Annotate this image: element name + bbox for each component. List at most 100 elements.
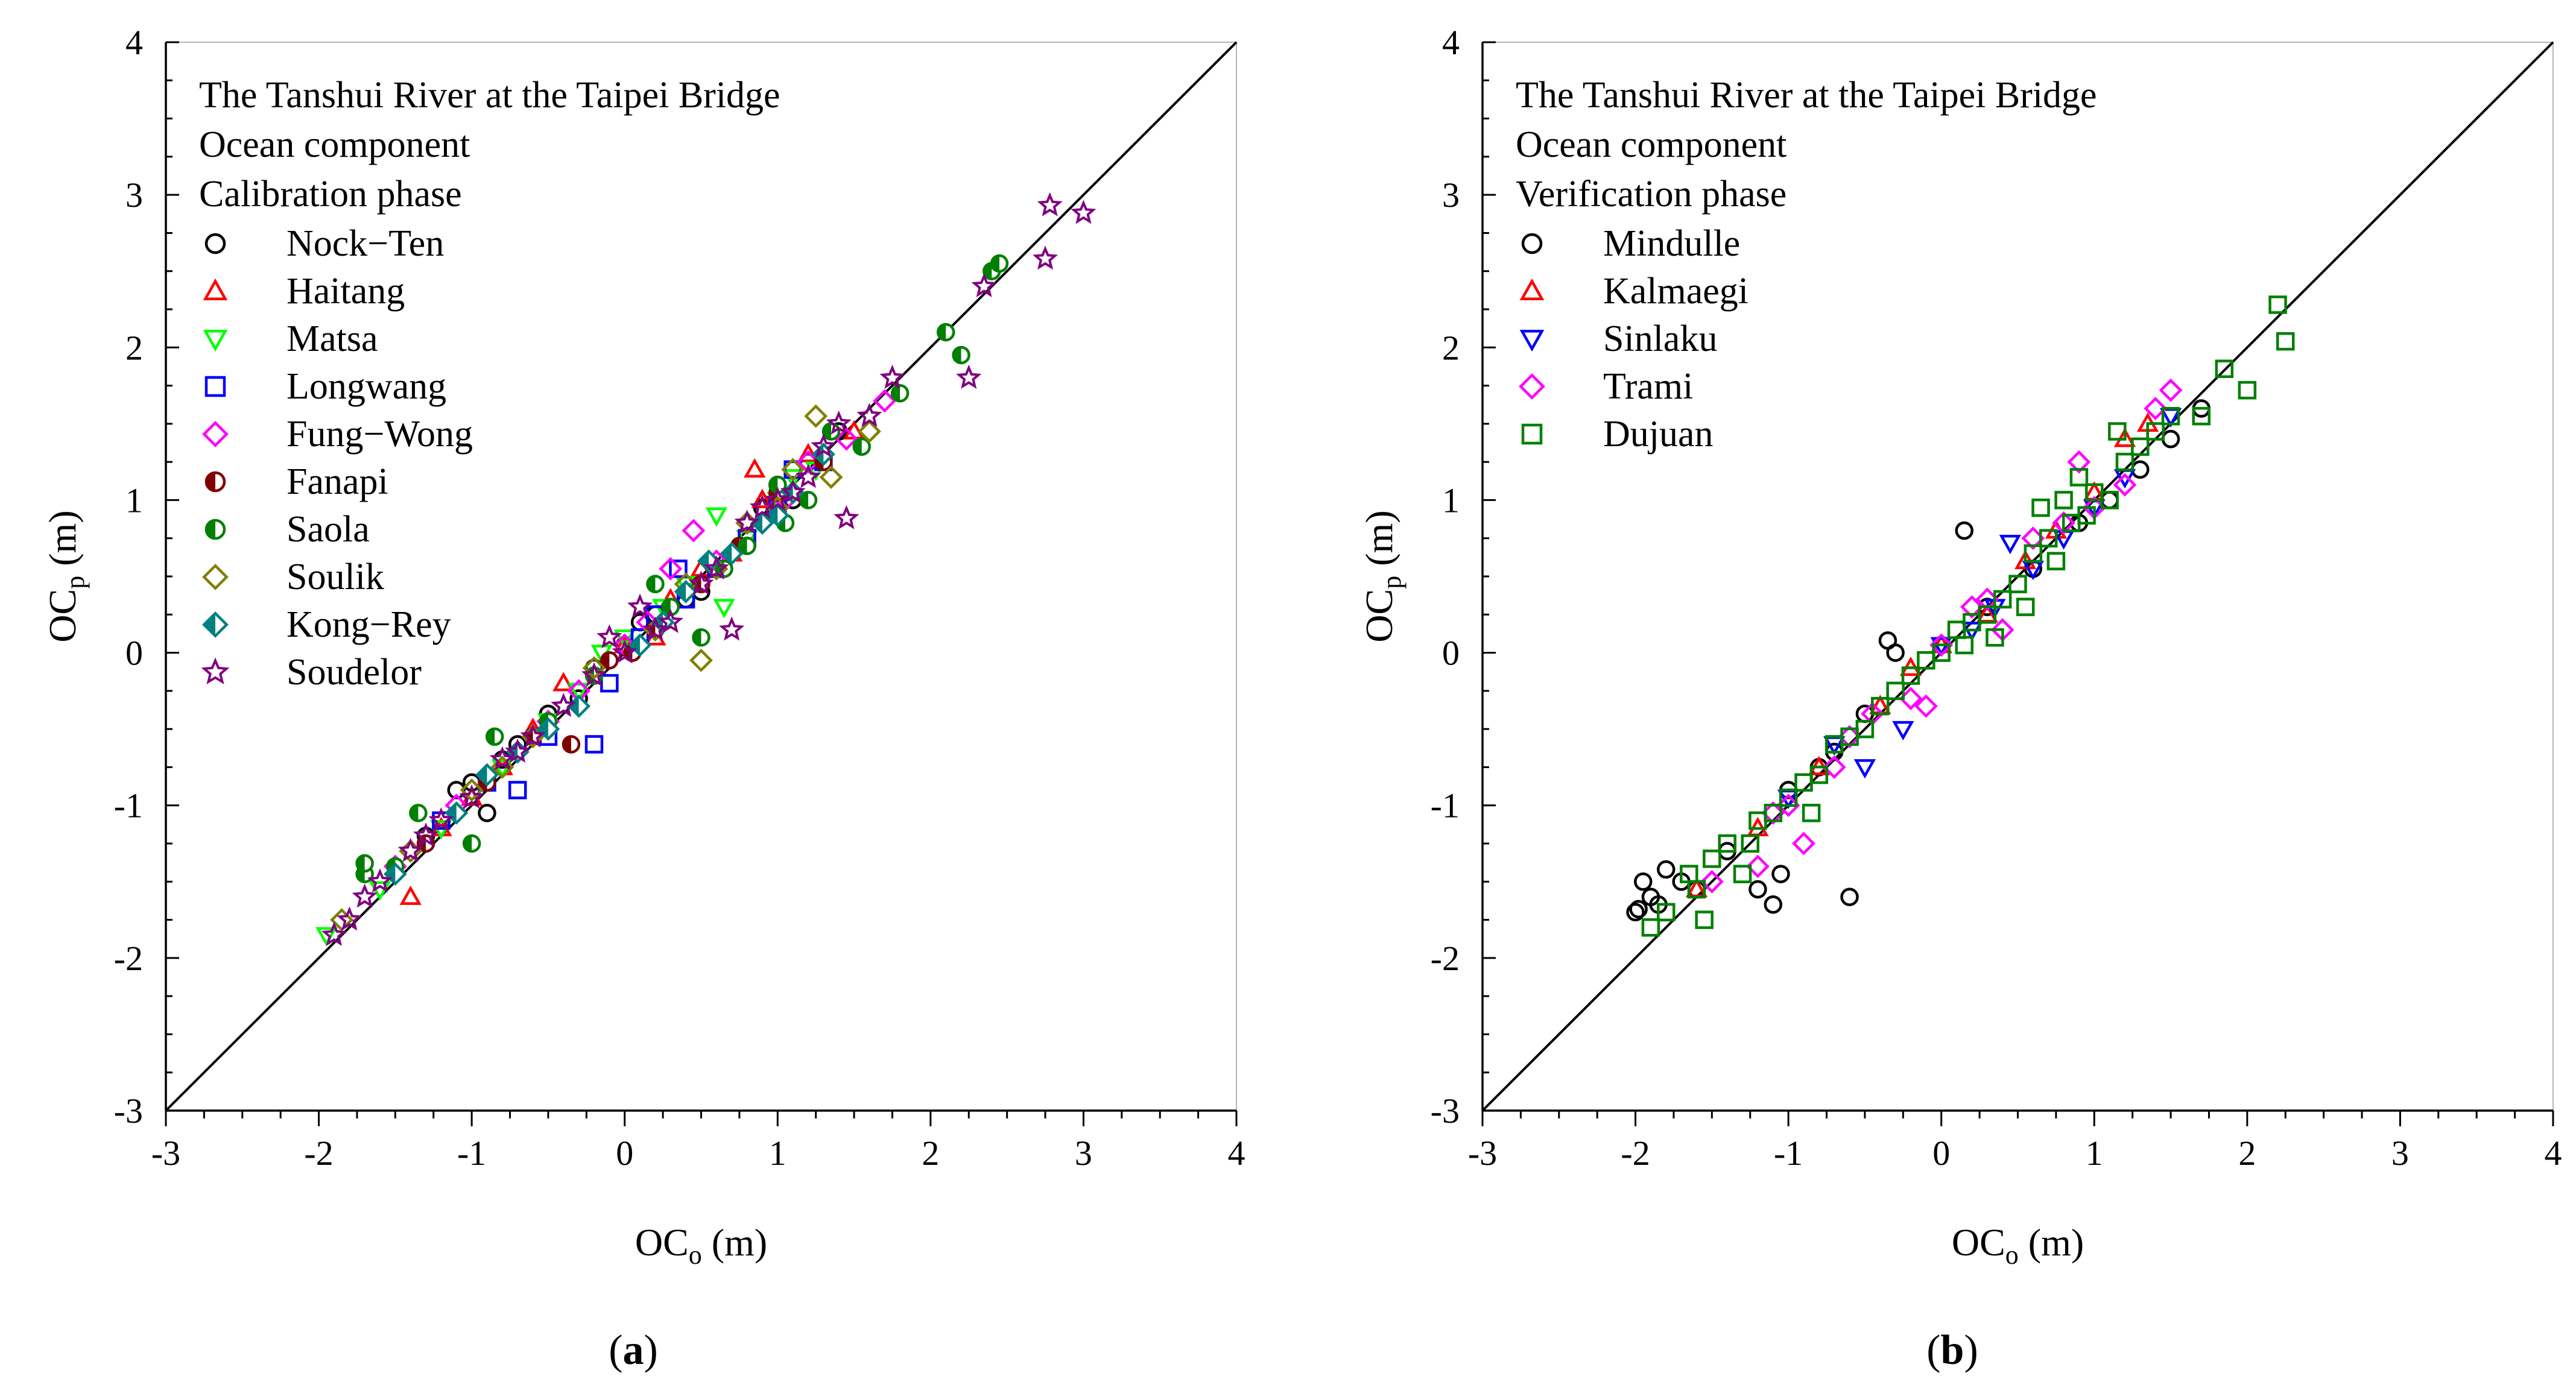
panel-a-legend-marker xyxy=(201,657,230,685)
panel-b-data-point xyxy=(1802,804,1821,822)
panel-b-data-point xyxy=(2024,544,2043,563)
panel-a-chart: -3 -2 -1 0 1 2 3 4 -3 -2 -1 0 1 2 3 4 OCo (m) OCp (m) The … xyxy=(41,23,1245,1373)
panel-a-legend-marker xyxy=(204,376,226,397)
panel-a-data-point xyxy=(744,458,766,478)
panel-a-x-axis-label: OCo (m) xyxy=(635,1221,767,1270)
panel-a-data-point xyxy=(459,784,485,809)
panel-a-data-point xyxy=(352,883,378,908)
panel-a-annotation-line: Calibration phase xyxy=(199,174,462,215)
panel-a-data-point xyxy=(826,410,852,435)
panel-a-data-point xyxy=(567,694,591,718)
panel-a-legend-label: Matsa xyxy=(286,318,378,359)
panel-a-x-tick-label: 2 xyxy=(922,1134,939,1173)
panel-b-panel-label: (b) xyxy=(1926,1327,1978,1373)
panel-a-data-point xyxy=(719,616,745,641)
panel-b-data-point xyxy=(1794,773,1813,792)
panel-a-data-point xyxy=(612,639,638,664)
panel-b-data-point xyxy=(1955,521,1973,540)
panel-a-y-tick-label: -1 xyxy=(114,786,143,825)
panel-a-x-tick-label: 0 xyxy=(616,1134,633,1173)
panel-a-data-point xyxy=(689,648,713,672)
panel-a-data-point xyxy=(890,383,910,403)
panel-b-data-point xyxy=(1871,696,1890,716)
panel-a-legend-marker xyxy=(202,421,229,447)
panel-a-data-point xyxy=(765,487,791,511)
panel-a-data-point xyxy=(552,672,575,692)
panel-b-data-point xyxy=(1748,880,1767,899)
panel-a-data-point xyxy=(460,778,484,802)
panel-a-data-point xyxy=(804,404,828,428)
panel-b-data-point xyxy=(2077,506,2096,525)
panel-a-data-point xyxy=(462,834,481,853)
panel-a-data-point xyxy=(478,804,496,822)
panel-a-y-tick-label: 2 xyxy=(125,328,143,367)
panel-b-x-axis-label: OCo (m) xyxy=(1952,1221,2084,1270)
panel-a-x-tick-label: -1 xyxy=(457,1134,486,1173)
panel-a-series-soudelor xyxy=(321,192,1097,946)
panel-b-data-point xyxy=(1733,865,1752,883)
panel-b-data-point xyxy=(2016,598,2035,616)
panel-a-data-point xyxy=(367,868,393,893)
panel-a-y-tick-label: 3 xyxy=(125,175,143,215)
panel-a-data-point xyxy=(597,624,622,649)
panel-b-data-point xyxy=(1703,850,1721,868)
panel-a-data-point xyxy=(551,693,577,717)
panel-a-data-point xyxy=(857,420,881,443)
panel-a-data-point xyxy=(692,628,710,647)
panel-a-legend-label: Soulik xyxy=(286,557,384,598)
panel-a-data-point xyxy=(834,427,858,451)
panel-b-y-tick-label: -1 xyxy=(1431,786,1460,825)
panel-a-data-point xyxy=(661,598,680,616)
panel-a-data-point xyxy=(703,555,729,580)
panel-a-data-point xyxy=(852,437,871,456)
panel-a-legend-marker xyxy=(204,519,226,540)
panel-b-data-point xyxy=(2268,295,2287,314)
panel-b-x-tick-label: 1 xyxy=(2086,1134,2103,1173)
panel-b-data-point xyxy=(1792,831,1815,856)
panel-b-data-point xyxy=(1914,694,1938,718)
panel-b-x-tick-label: 0 xyxy=(1932,1134,1950,1173)
panel-b-data-point xyxy=(1626,903,1645,922)
panel-a-data-point xyxy=(520,723,546,748)
panel-b-data-point xyxy=(1901,666,1920,685)
panel-a-data-point xyxy=(688,570,714,595)
panel-b-data-point xyxy=(2115,452,2135,471)
panel-b-y-axis-label: OCp (m) xyxy=(1358,510,1407,642)
panel-b-data-point xyxy=(1680,865,1698,883)
panel-b-data-point xyxy=(2113,469,2136,489)
panel-a-data-point xyxy=(956,364,982,389)
panel-b-legend-label: Kalmaegi xyxy=(1603,271,1748,312)
panel-a-data-point xyxy=(783,460,802,479)
panel-a-legend-label: Fanapi xyxy=(286,461,388,502)
panel-a-data-point xyxy=(749,494,775,519)
panel-a-data-point xyxy=(657,608,683,633)
panel-b-data-point xyxy=(2276,332,2295,351)
panel-b-data-point xyxy=(2113,473,2137,497)
panel-b-data-point xyxy=(1641,918,1660,937)
panel-a-data-point xyxy=(879,364,905,389)
panel-b-data-point xyxy=(2238,380,2257,400)
panel-a-data-point xyxy=(720,541,744,566)
panel-b-data-point xyxy=(1855,719,1875,739)
panel-b-series-trami xyxy=(1700,378,2183,894)
panel-a-data-point xyxy=(409,804,428,822)
panel-a-data-point xyxy=(799,491,818,509)
panel-a-data-point xyxy=(738,537,756,555)
panel-b-data-point xyxy=(2146,422,2165,441)
panel-b-data-point xyxy=(1960,595,1984,619)
panel-b-data-point xyxy=(2108,422,2127,441)
panel-b-y-tick-label: 3 xyxy=(1442,175,1460,215)
panel-a-legend-marker xyxy=(203,278,228,300)
panel-a-y-tick-label: 1 xyxy=(125,481,143,520)
panel-a-data-point xyxy=(705,507,728,527)
panel-a-data-point xyxy=(600,651,619,670)
panel-a-data-point xyxy=(447,781,466,799)
panel-b-legend-label: Sinlaku xyxy=(1603,318,1717,359)
panel-b-data-point xyxy=(2052,511,2076,535)
panel-a-data-point xyxy=(1033,245,1059,270)
panel-b-legend-marker xyxy=(1519,278,1545,300)
panel-b-data-point xyxy=(2159,378,2183,402)
panel-b-data-point xyxy=(1745,854,1770,878)
panel-a-legend-label: Fung−Wong xyxy=(286,414,473,455)
panel-a-legend-label: Kong−Rey xyxy=(286,604,451,645)
